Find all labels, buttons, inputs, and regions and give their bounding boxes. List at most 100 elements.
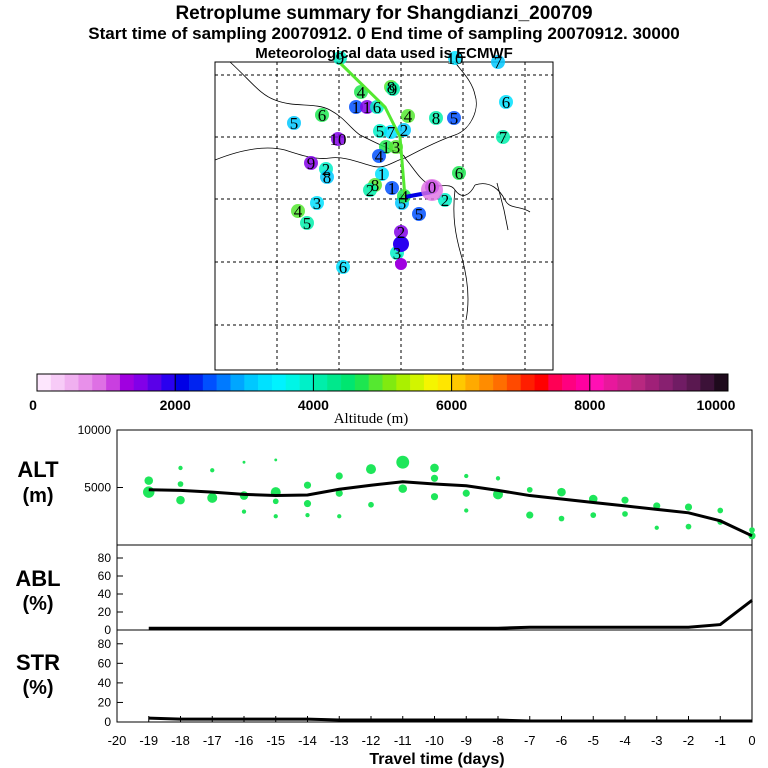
plume-time-label: 6 [455, 164, 464, 183]
plume-time-label: 7 [499, 128, 508, 147]
colorbar-cell [410, 374, 425, 391]
altitude-dot [366, 464, 376, 475]
plume-time-label: 5 [450, 109, 459, 128]
plume-dot [438, 193, 452, 207]
colorbar-tick-label: 8000 [574, 397, 605, 413]
altitude-dot [368, 501, 374, 508]
colorbar-cell [631, 374, 646, 391]
x-tick-label: -18 [171, 733, 190, 748]
plume-dot [360, 100, 374, 114]
plume-dot [385, 181, 399, 195]
series-line [148, 480, 753, 538]
altitude-dot [717, 507, 724, 514]
plume-time-label: 6 [318, 106, 327, 125]
x-tick-label: -13 [330, 733, 349, 748]
altitude-dot [272, 498, 279, 505]
altitude-dot [305, 512, 310, 518]
colorbar-cell [271, 374, 287, 391]
altitude-dot [178, 465, 183, 471]
plume-time-label: 7 [387, 123, 396, 142]
colorbar-cell [285, 374, 300, 391]
y-tick-label: 0 [104, 623, 111, 637]
colorbar-cell [548, 374, 563, 391]
colorbar-cell [617, 374, 632, 391]
altitude-dot [749, 527, 755, 533]
x-tick-label: -2 [683, 733, 695, 748]
colorbar-cell [341, 374, 356, 391]
plume-time-label: 10 [447, 49, 464, 68]
plume-time-label: 0 [428, 178, 437, 197]
colorbar-tick-label: 4000 [298, 397, 329, 413]
altitude-dot [398, 484, 408, 493]
colorbar-cell [672, 374, 687, 391]
plume-dot [397, 123, 411, 137]
plume-time-label: 1 [363, 98, 372, 117]
panel-ylabel-unit: (%) [22, 593, 53, 615]
plume-dot [491, 55, 505, 69]
colorbar-tick-label: 10000 [697, 397, 736, 413]
y-tick-label: 60 [98, 656, 112, 670]
y-tick-label: 80 [98, 637, 112, 651]
plume-time-label: 4 [294, 202, 303, 221]
plume-time-label: 1 [352, 98, 361, 117]
altitude-dot [685, 523, 692, 530]
altitude-dot [303, 481, 312, 489]
altitude-dot [337, 514, 342, 519]
colorbar-cell [175, 374, 190, 391]
y-tick-label: 60 [98, 569, 112, 583]
colorbar-title: Altitude (m) [334, 411, 409, 427]
colorbar-cell [686, 374, 701, 391]
sampling-time-line: Start time of sampling 20070912. 0 End t… [88, 24, 680, 43]
colorbar-cell [479, 374, 494, 391]
panel-ylabel: ABL [15, 566, 60, 591]
plume-time-label: 10 [330, 130, 347, 149]
colorbar-cell [189, 374, 204, 391]
colorbar-cell [299, 374, 314, 391]
x-tick-label: -5 [587, 733, 599, 748]
plume-time-label: 5 [290, 114, 299, 133]
altitude-dot [303, 500, 312, 508]
x-tick-label: -7 [524, 733, 536, 748]
colorbar-cell [78, 374, 93, 391]
plume-time-label: 2 [366, 181, 375, 200]
altitude-dot [177, 481, 184, 487]
x-tick-label: -11 [394, 733, 412, 748]
colorbar-cell [313, 374, 328, 391]
travel-time-axis: -20 -19 -18 -17 -16 -15 -14 -13 -12 -11 -10 -9 -8 -7-… [108, 716, 756, 768]
y-tick-label: 0 [104, 715, 111, 729]
altitude-dot [430, 463, 439, 473]
y-tick-label: 20 [98, 605, 112, 619]
plume-dot [375, 167, 389, 181]
plume-time-label: 6 [373, 98, 382, 117]
colorbar-cell [575, 374, 591, 391]
colorbar-cell [133, 374, 148, 391]
plume-time-label: 2 [397, 223, 406, 242]
colorbar-cell [520, 374, 535, 391]
altitude-dot [495, 476, 501, 481]
altitude-dot [335, 489, 343, 497]
x-tick-label: -15 [266, 733, 285, 748]
colorbar-cell [506, 374, 521, 391]
colorbar-cell [202, 374, 217, 391]
plume-dot [315, 108, 329, 122]
x-tick-label: -12 [362, 733, 381, 748]
colorbar-cell [382, 374, 397, 391]
x-tick-label: -16 [235, 733, 254, 748]
x-tick-label: -4 [619, 733, 631, 748]
x-tick-label: -8 [492, 733, 504, 748]
x-tick-label: -20 [108, 733, 127, 748]
altitude-dot [396, 455, 410, 469]
plume-time-label: 5 [415, 205, 424, 224]
plume-time-label: 8 [432, 109, 441, 128]
altitude-dot [176, 495, 185, 505]
colorbar-cell [396, 374, 411, 391]
plume-time-label: 8 [387, 78, 396, 97]
altitude-dot [590, 512, 597, 518]
colorbar-cell [327, 374, 342, 391]
altitude-dot [430, 474, 439, 482]
plume-time-label: 2 [441, 191, 450, 210]
altitude-dot [621, 496, 629, 504]
